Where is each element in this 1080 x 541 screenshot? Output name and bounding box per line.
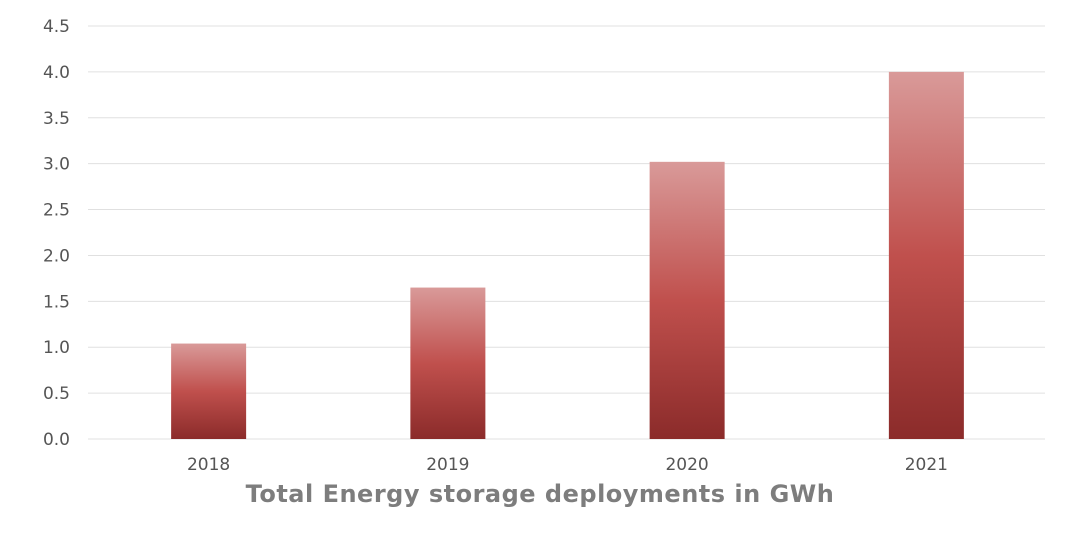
- gridlines: [88, 25, 1045, 440]
- bar-2021: [888, 71, 964, 439]
- x-tick-label: 2018: [187, 455, 230, 475]
- x-axis-label: Total Energy storage deployments in GWh: [245, 480, 835, 508]
- y-tick-label: 0.0: [43, 430, 70, 450]
- x-axis-ticks: 2018 2019 2020 2021: [187, 455, 948, 475]
- x-tick-label: 2021: [905, 455, 948, 475]
- x-tick-label: 2019: [426, 455, 469, 475]
- x-tick-label: 2020: [665, 455, 708, 475]
- y-tick-label: 3.5: [43, 109, 70, 129]
- y-tick-label: 4.5: [43, 17, 70, 37]
- y-tick-label: 3.0: [43, 155, 70, 175]
- y-tick-label: 0.5: [43, 384, 70, 404]
- bar-2018: [171, 343, 247, 439]
- y-axis-ticks: 0.0 0.5 1.0 1.5 2.0 2.5 3.0 3.5 4.0 4.5: [43, 17, 70, 450]
- bars: [171, 71, 964, 439]
- y-tick-label: 4.0: [43, 63, 70, 83]
- y-tick-label: 1.5: [43, 292, 70, 312]
- y-tick-label: 1.0: [43, 338, 70, 358]
- y-tick-label: 2.0: [43, 246, 70, 266]
- bar-2019: [410, 287, 486, 439]
- y-tick-label: 2.5: [43, 201, 70, 221]
- bar-2020: [649, 161, 725, 439]
